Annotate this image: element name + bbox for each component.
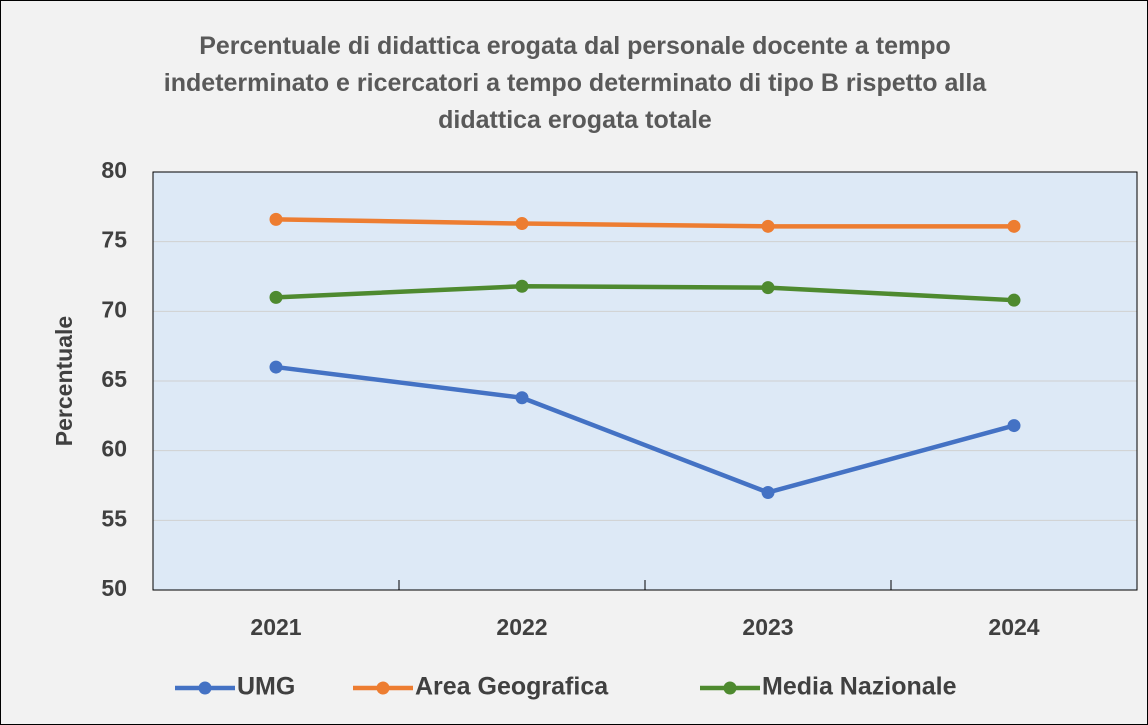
- legend-marker: [376, 681, 390, 695]
- data-point: [515, 279, 529, 293]
- series-line: [275, 364, 1015, 495]
- x-tick-label: 2022: [496, 614, 547, 640]
- y-tick-label: 50: [101, 575, 127, 601]
- legend-label: Area Geografica: [415, 673, 609, 701]
- x-tick-label: 2024: [988, 614, 1039, 640]
- chart-title: Percentuale di didattica erogata dal per…: [163, 32, 987, 134]
- legend-label: UMG: [237, 673, 295, 701]
- data-point: [515, 217, 529, 231]
- y-tick-label: 75: [101, 227, 127, 253]
- y-axis-label: Percentuale: [51, 316, 77, 446]
- legend-label: Media Nazionale: [762, 673, 957, 701]
- y-tick-label: 80: [101, 157, 127, 183]
- legend-marker: [723, 681, 737, 695]
- y-tick-label: 60: [101, 436, 127, 462]
- data-point: [761, 219, 775, 233]
- data-point: [1007, 293, 1021, 307]
- data-point: [269, 360, 283, 374]
- y-tick-label: 65: [101, 366, 127, 392]
- legend-marker: [198, 681, 212, 695]
- data-point: [515, 391, 529, 405]
- y-tick-label: 70: [101, 296, 127, 322]
- data-point: [269, 212, 283, 226]
- series-line: [275, 284, 1015, 303]
- data-point: [761, 281, 775, 295]
- data-point: [761, 485, 775, 499]
- x-tick-label: 2021: [250, 614, 301, 640]
- series-line: [275, 217, 1014, 229]
- y-tick-label: 55: [101, 505, 127, 531]
- data-point: [1007, 419, 1021, 433]
- data-point: [1007, 219, 1021, 233]
- x-tick-label: 2023: [742, 614, 793, 640]
- data-point: [269, 290, 283, 304]
